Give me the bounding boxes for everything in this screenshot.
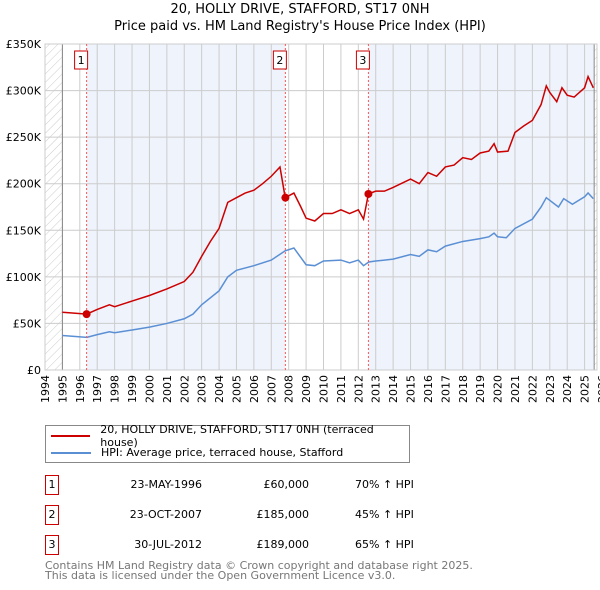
x-tick-label: 2007 [265, 375, 278, 403]
x-tick-label: 2017 [439, 375, 452, 403]
x-tick-label: 1998 [109, 375, 122, 403]
sale-hpi: 70% ↑ HPI [355, 478, 414, 491]
sale-point [281, 193, 290, 202]
sale-label-box [355, 50, 370, 70]
sale-hpi: 45% ↑ HPI [355, 508, 414, 521]
x-tick-label: 1999 [126, 375, 139, 403]
x-tick-label: 1997 [91, 375, 104, 403]
x-tick-label: 2020 [492, 375, 505, 403]
sale-row: 2 23-OCT-2007 £185,000 45% ↑ HPI [45, 505, 445, 525]
y-tick-label: £250K [6, 131, 42, 144]
x-tick-label: 2006 [248, 375, 261, 403]
y-tick-label: £100K [6, 271, 42, 284]
x-tick-label: 2004 [213, 375, 226, 403]
sale-label-box [272, 50, 287, 70]
sale-marker-box: 3 [45, 535, 59, 555]
sale-point [82, 310, 91, 319]
x-tick-label: 2025 [579, 375, 592, 403]
x-tick-label: 2012 [352, 375, 365, 403]
sale-date: 30-JUL-2012 [134, 538, 202, 551]
series-line [62, 74, 594, 315]
footer-licence: This data is licensed under the Open Gov… [45, 569, 396, 582]
legend-label: HPI: Average price, terraced house, Staf… [101, 446, 344, 459]
sale-marker-box: 1 [45, 475, 59, 495]
plot-area: £0 £50K £100K £150K £200K £250K £300K £350K 1994… [6, 38, 600, 403]
shade-region [368, 44, 595, 370]
x-tick-label: 2015 [405, 375, 418, 403]
y-tick-label: £350K [6, 38, 42, 51]
series-line [62, 191, 594, 339]
sale-label: 3 [359, 54, 366, 67]
x-tick-label: 2026 [596, 375, 600, 403]
y-tick-label: £200K [6, 178, 42, 191]
x-tick-label: 2013 [370, 375, 383, 403]
x-tick-label: 2021 [509, 375, 522, 403]
sale-price: £60,000 [263, 478, 310, 491]
y-tick-label: £150K [6, 224, 42, 237]
sale-date: 23-OCT-2007 [129, 508, 202, 521]
plot-border [44, 43, 598, 371]
x-tick-label: 1994 [39, 375, 52, 403]
sale-row: 1 23-MAY-1996 £60,000 70% ↑ HPI [45, 475, 445, 495]
x-tick-label: 2023 [544, 375, 557, 403]
chart-subtitle: Price paid vs. HM Land Registry's House … [114, 19, 486, 34]
x-tick-label: 2001 [161, 375, 174, 403]
sale-marker-box: 2 [45, 505, 59, 525]
hatch-region [594, 44, 597, 370]
legend-swatch-red [51, 434, 91, 437]
y-tick-label: £50K [13, 317, 42, 330]
x-tick-label: 2018 [457, 375, 470, 403]
sale-price: £189,000 [256, 538, 310, 551]
legend-item-hpi: HPI: Average price, terraced house, Staf… [51, 444, 343, 461]
sale-point [364, 189, 373, 198]
x-tick-label: 2016 [422, 375, 435, 403]
sale-row: 3 30-JUL-2012 £189,000 65% ↑ HPI [45, 535, 445, 555]
x-tick-label: 2024 [561, 375, 574, 403]
x-tick-label: 1995 [56, 375, 69, 403]
x-tick-label: 2002 [178, 375, 191, 403]
y-tick-label: £0 [27, 364, 41, 377]
x-tick-label: 2005 [230, 375, 243, 403]
footer-copyright: Contains HM Land Registry data © Crown c… [45, 559, 473, 572]
y-tick-label: £300K [6, 85, 42, 98]
legend-item-property: 20, HOLLY DRIVE, STAFFORD, ST17 0NH (ter… [51, 423, 409, 449]
x-tick-label: 2014 [387, 375, 400, 403]
x-tick-label: 2010 [318, 375, 331, 403]
x-tick-label: 2011 [335, 375, 348, 403]
x-tick-label: 2008 [283, 375, 296, 403]
sale-price: £185,000 [256, 508, 310, 521]
x-tick-label: 2003 [196, 375, 209, 403]
x-tick-label: 2019 [474, 375, 487, 403]
x-tick-label: 2022 [526, 375, 539, 403]
sale-label: 2 [276, 54, 283, 67]
x-tick-label: 2000 [143, 375, 156, 403]
legend-swatch-blue [51, 451, 91, 454]
legend-label: 20, HOLLY DRIVE, STAFFORD, ST17 0NH (ter… [100, 422, 374, 449]
sale-date: 23-MAY-1996 [130, 478, 202, 491]
chart-title: 20, HOLLY DRIVE, STAFFORD, ST17 0NH [170, 2, 430, 17]
hatch-region [45, 44, 63, 370]
x-tick-label: 2009 [300, 375, 313, 403]
sale-hpi: 65% ↑ HPI [355, 538, 414, 551]
shade-region [86, 44, 286, 370]
x-tick-label: 1996 [74, 375, 87, 403]
sale-label-box [74, 50, 89, 70]
legend: 20, HOLLY DRIVE, STAFFORD, ST17 0NH (ter… [45, 423, 410, 463]
sale-label: 1 [78, 54, 85, 67]
